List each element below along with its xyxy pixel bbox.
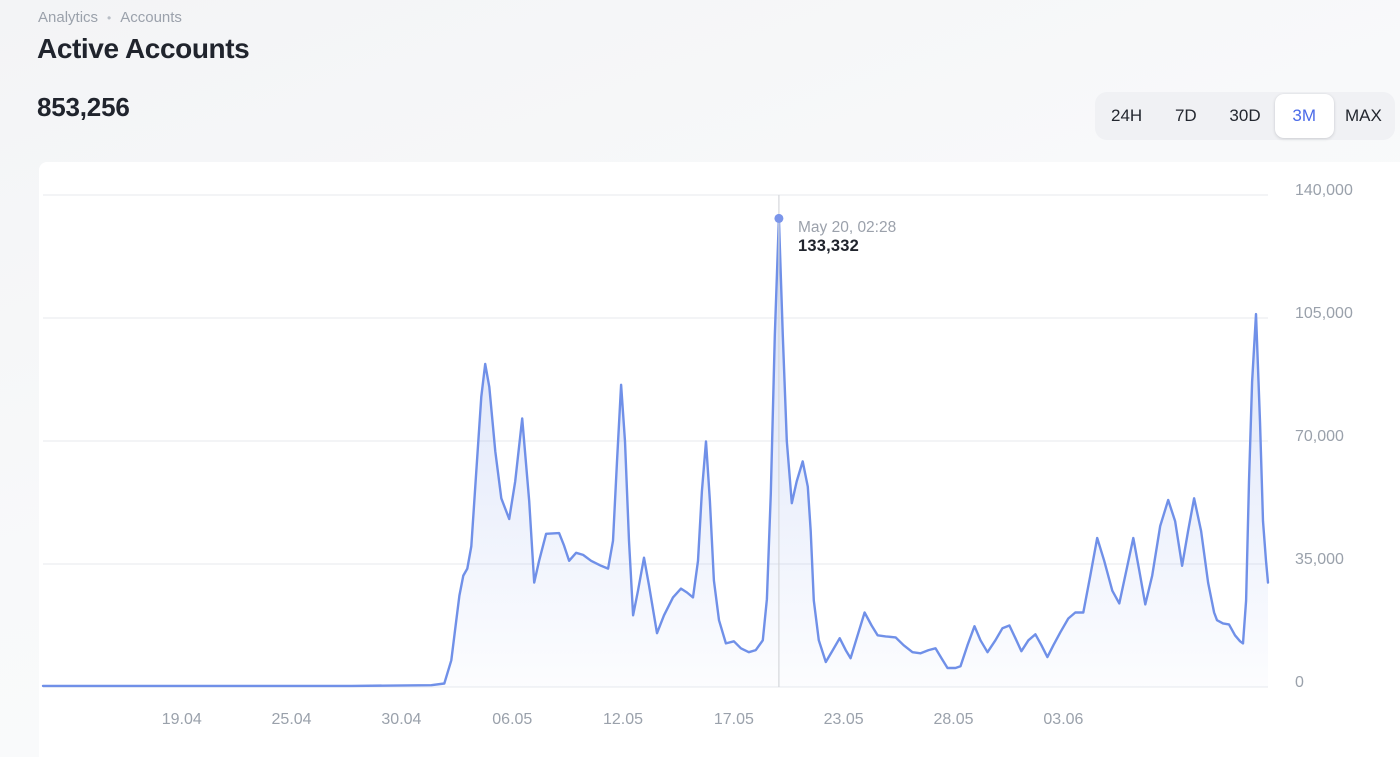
range-button-max[interactable]: MAX: [1334, 94, 1393, 138]
area-chart[interactable]: [39, 162, 1400, 757]
tooltip-date: May 20, 02:28: [798, 219, 896, 237]
breadcrumb-accounts[interactable]: Accounts: [120, 9, 182, 26]
area-fill: [43, 218, 1268, 687]
x-axis-label: 19.04: [162, 711, 202, 729]
x-axis-label: 03.06: [1043, 711, 1083, 729]
tooltip-value: 133,332: [798, 237, 859, 256]
x-axis-label: 28.05: [934, 711, 974, 729]
range-button-7d[interactable]: 7D: [1156, 94, 1215, 138]
x-axis-label: 12.05: [603, 711, 643, 729]
range-button-24h[interactable]: 24H: [1097, 94, 1156, 138]
x-axis-label: 30.04: [381, 711, 421, 729]
y-axis-label: 70,000: [1295, 428, 1344, 446]
y-axis-label: 0: [1295, 674, 1304, 692]
marker-dot: [774, 214, 783, 223]
metric-value: 853,256: [37, 92, 130, 123]
range-button-3m[interactable]: 3M: [1275, 94, 1334, 138]
breadcrumb: Analytics • Accounts: [38, 9, 182, 26]
y-axis-label: 35,000: [1295, 551, 1344, 569]
y-axis-label: 140,000: [1295, 182, 1353, 200]
page-title: Active Accounts: [37, 33, 249, 65]
x-axis-label: 25.04: [272, 711, 312, 729]
x-axis-label: 23.05: [824, 711, 864, 729]
x-axis-label: 06.05: [492, 711, 532, 729]
range-button-30d[interactable]: 30D: [1215, 94, 1274, 138]
y-axis-label: 105,000: [1295, 305, 1353, 323]
chart-card: May 20, 02:28 133,332 0 35,000 70,000 105,0…: [39, 162, 1400, 757]
x-axis-label: 17.05: [714, 711, 754, 729]
breadcrumb-analytics[interactable]: Analytics: [38, 9, 98, 26]
breadcrumb-separator-icon: •: [107, 11, 111, 25]
range-selector: 24H 7D 30D 3M MAX: [1095, 92, 1395, 140]
